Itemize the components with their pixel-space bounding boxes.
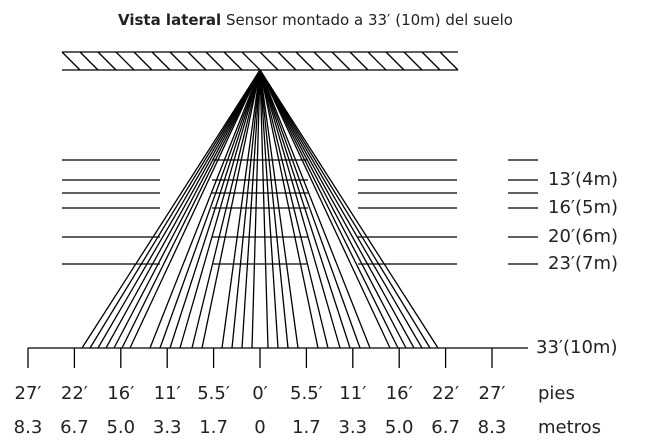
ray [221,69,261,349]
height-label: 23′(7m) [548,253,618,274]
ray [251,69,261,349]
ray [191,69,261,349]
hatch [241,51,261,71]
meter-label: 3.3 [338,417,367,438]
ray [129,69,261,349]
ray [259,69,329,349]
ray [259,69,279,349]
feet-label: 0′ [252,383,268,404]
rays [81,69,439,349]
ray [105,69,261,349]
hatch [61,51,81,71]
ray [113,69,261,349]
ray [201,69,261,349]
ray [97,69,261,349]
feet-label: 16′ [386,383,413,404]
hatch [331,51,351,71]
meter-label: 1.7 [292,417,321,438]
hatch [187,51,207,71]
meter-label: 0 [254,417,265,438]
ray [259,69,341,349]
hatch [151,51,171,71]
feet-label: 5.5′ [290,383,323,404]
hatch [277,51,297,71]
hatch [205,51,225,71]
hatch [133,51,153,71]
hatch [367,51,387,71]
ray [159,69,261,349]
ray [259,69,415,349]
ray [259,69,361,349]
ray [81,69,261,349]
meter-label: 8.3 [14,417,43,438]
feet-label: 27′ [479,383,506,404]
meter-label: 8.3 [478,417,507,438]
ray [259,69,407,349]
ray [259,69,423,349]
ray [259,69,391,349]
feet-label: 16′ [107,383,134,404]
hatch [295,51,315,71]
ray [259,69,399,349]
height-label: 20′(6m) [548,226,618,247]
hatch [169,51,189,71]
feet-label: 22′ [61,383,88,404]
height-label: 16′(5m) [548,197,618,218]
ray [259,69,431,349]
hatch [385,51,405,71]
meter-label: 5.0 [385,417,414,438]
meter-label: 6.7 [431,417,460,438]
ray [259,69,351,349]
ray [241,69,261,349]
meter-label: 5.0 [106,417,135,438]
feet-unit: pies [538,383,575,404]
title: Vista lateral Sensor montado a 33′ (10m)… [118,11,513,29]
hatch [349,51,369,71]
meter-label: 6.7 [60,417,89,438]
title-bold: Vista lateral [118,11,221,29]
hatch [115,51,135,71]
hatch [313,51,333,71]
hatch [97,51,117,71]
ray [179,69,261,349]
meters-unit: metros [538,417,601,438]
title-rest: Sensor montado a 33′ (10m) del suelo [226,11,513,29]
feet-label: 27′ [15,383,42,404]
ground-label: 33′(10m) [536,337,617,358]
levels [62,159,538,265]
ray [259,69,289,349]
ray [259,69,269,349]
ray [149,69,261,349]
meter-label: 1.7 [199,417,228,438]
ray [121,69,261,349]
hatch [439,51,459,71]
hatch [421,51,441,71]
ray [259,69,299,349]
feet-label: 22′ [432,383,459,404]
feet-label: 5.5′ [197,383,230,404]
ray [259,69,371,349]
feet-label: 11′ [339,383,366,404]
feet-label: 11′ [154,383,181,404]
ray [259,69,319,349]
ray [169,69,261,349]
ray [89,69,261,349]
hatch [79,51,99,71]
hatch [259,51,279,71]
ray [231,69,261,349]
ceiling [61,51,459,71]
hatch [403,51,423,71]
ray [259,69,439,349]
meter-label: 3.3 [153,417,182,438]
height-label: 13′(4m) [548,169,618,190]
hatch [223,51,243,71]
